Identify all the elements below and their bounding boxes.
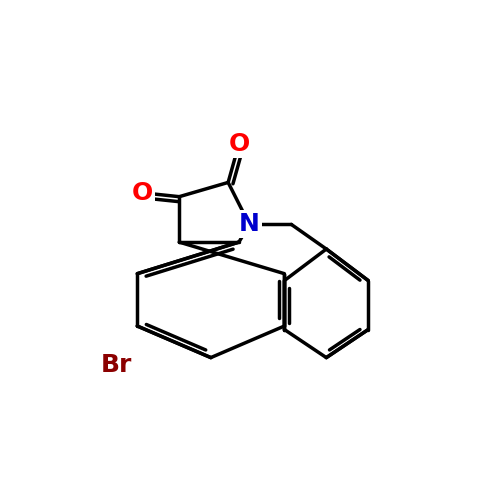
- Text: N: N: [239, 212, 260, 236]
- Text: O: O: [132, 181, 154, 205]
- Text: O: O: [228, 132, 250, 156]
- Text: Br: Br: [100, 352, 132, 376]
